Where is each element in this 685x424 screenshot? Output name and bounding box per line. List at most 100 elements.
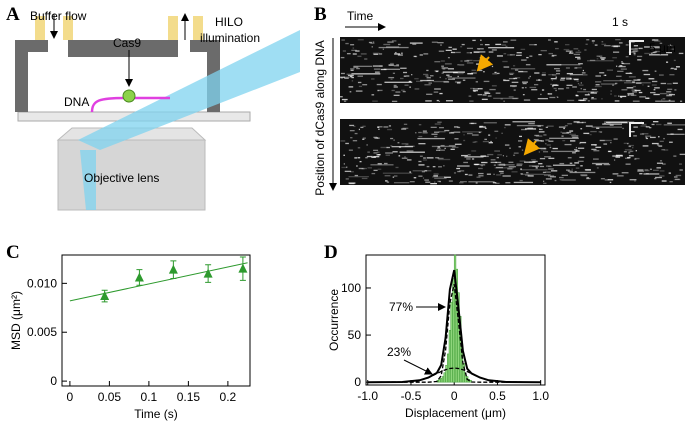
kymo-pixel xyxy=(529,75,531,78)
kymo-pixel xyxy=(447,56,450,59)
kymo-pixel xyxy=(472,88,479,90)
kymo-pixel xyxy=(582,74,588,76)
kymo-pixel xyxy=(600,83,617,85)
kymo-pixel xyxy=(553,68,560,70)
kymo-pixel xyxy=(426,93,433,95)
kymo-pixel xyxy=(598,131,603,133)
kymo-pixel xyxy=(463,161,469,164)
kymo-pixel xyxy=(421,171,426,173)
kymo-pixel xyxy=(496,156,499,159)
kymo-pixel xyxy=(480,43,483,46)
kymo-pixel xyxy=(372,52,380,54)
kymo-pixel xyxy=(475,81,478,83)
kymo-pixel xyxy=(583,132,590,135)
kymo-pixel xyxy=(619,95,627,98)
kymo-pixel xyxy=(594,85,602,88)
kymo-pixel xyxy=(565,169,570,171)
kymo-pixel xyxy=(357,147,361,149)
kymo-pixel xyxy=(461,43,465,46)
kymo-pixel xyxy=(402,127,409,129)
kymo-pixel xyxy=(425,181,431,183)
kymo-pixel xyxy=(439,149,445,151)
annotation: 77% xyxy=(389,300,413,314)
kymo-pixel xyxy=(473,60,481,62)
kymo-pixel xyxy=(401,128,407,130)
kymo-pixel xyxy=(668,172,671,174)
kymo-pixel xyxy=(481,161,488,164)
kymo-pixel xyxy=(573,48,579,50)
kymo-pixel xyxy=(491,65,494,68)
kymo-pixel xyxy=(378,46,409,49)
kymo-pixel xyxy=(482,140,490,143)
kymo-pixel xyxy=(633,54,636,56)
kymo-pixel xyxy=(541,74,546,76)
kymo-pixel xyxy=(533,83,539,86)
kymo-pixel xyxy=(358,85,363,88)
kymo-pixel xyxy=(426,69,429,72)
panel-letter: A xyxy=(6,4,20,25)
kymo-pixel xyxy=(568,52,574,54)
kymo-pixel xyxy=(629,179,637,181)
kymo-pixel xyxy=(352,47,355,49)
kymo-pixel xyxy=(464,173,468,176)
kymo-pixel xyxy=(439,180,441,183)
kymo-pixel xyxy=(401,157,408,159)
kymo-pixel xyxy=(412,43,417,45)
kymo-pixel xyxy=(539,165,545,168)
kymo-pixel xyxy=(578,84,584,86)
kymograph-signal xyxy=(340,39,685,185)
label: Time xyxy=(347,9,374,23)
kymo-pixel xyxy=(466,59,473,62)
kymo-pixel xyxy=(670,67,674,69)
kymo-pixel xyxy=(521,173,545,175)
kymo-pixel xyxy=(612,173,619,175)
kymo-pixel xyxy=(616,75,622,77)
kymo-pixel xyxy=(521,149,524,151)
y-tick-label: 0 xyxy=(50,374,57,388)
kymo-pixel xyxy=(354,174,359,177)
kymo-pixel xyxy=(606,69,614,71)
kymo-pixel xyxy=(554,179,557,182)
kymo-pixel xyxy=(413,177,417,179)
kymo-pixel xyxy=(667,45,674,47)
kymo-pixel xyxy=(649,168,652,170)
kymo-pixel xyxy=(575,150,580,152)
kymo-pixel xyxy=(441,65,444,67)
kymo-pixel xyxy=(522,82,527,85)
kymo-pixel xyxy=(576,149,578,152)
kymo-pixel xyxy=(563,127,565,130)
kymo-pixel xyxy=(548,74,554,76)
kymo-pixel xyxy=(433,173,439,175)
tube xyxy=(193,16,203,40)
kymo-pixel xyxy=(659,175,665,177)
kymo-pixel xyxy=(474,141,478,143)
kymo-pixel xyxy=(433,175,438,177)
kymo-pixel xyxy=(460,46,463,48)
kymo-pixel xyxy=(543,182,547,184)
kymo-pixel xyxy=(373,68,381,70)
kymo-pixel xyxy=(601,98,603,100)
kymo-pixel xyxy=(456,165,470,167)
kymo-pixel xyxy=(648,78,655,80)
kymo-pixel xyxy=(639,173,643,175)
kymo-pixel xyxy=(488,142,493,144)
kymo-pixel xyxy=(655,50,662,53)
kymo-pixel xyxy=(491,49,497,51)
kymo-pixel xyxy=(466,132,473,135)
plot-frame xyxy=(61,254,251,387)
kymo-pixel xyxy=(577,147,585,149)
kymo-pixel xyxy=(673,59,676,62)
kymo-pixel xyxy=(643,173,660,175)
kymo-pixel xyxy=(652,121,659,123)
kymo-pixel xyxy=(438,166,442,168)
kymo-pixel xyxy=(377,126,383,128)
kymo-pixel xyxy=(483,122,497,124)
kymo-pixel xyxy=(647,85,650,87)
kymo-pixel xyxy=(679,163,682,165)
kymo-pixel xyxy=(439,92,443,95)
kymo-pixel xyxy=(426,77,431,79)
kymo-pixel xyxy=(562,139,566,142)
kymo-pixel xyxy=(482,94,487,96)
kymo-pixel xyxy=(620,96,623,98)
kymo-pixel xyxy=(356,67,360,70)
